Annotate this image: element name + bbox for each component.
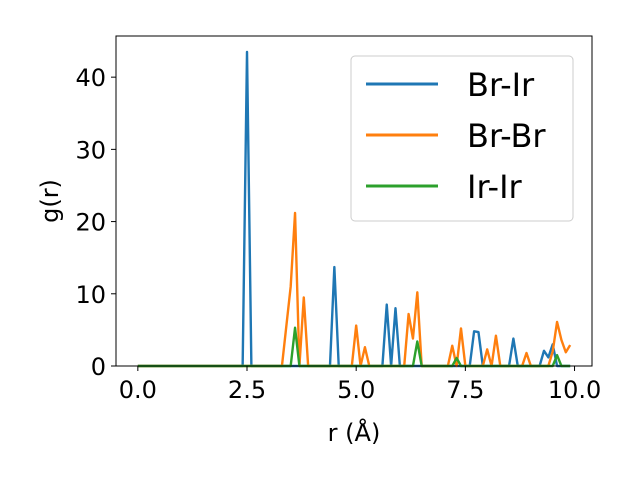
x-tick-label: 7.5 <box>446 376 484 404</box>
legend-box <box>350 55 574 222</box>
x-tick-label: 0.0 <box>119 376 157 404</box>
y-axis-label: g(r) <box>36 179 64 223</box>
y-tick-label: 40 <box>75 64 106 92</box>
series-line-br-br <box>137 211 572 368</box>
y-axis-ticks: 0 10 20 30 40 <box>75 64 116 381</box>
legend-label-br-br: Br-Br <box>467 117 546 155</box>
y-tick-label: 0 <box>91 353 106 381</box>
y-tick-label: 10 <box>75 281 106 309</box>
y-tick-label: 30 <box>75 136 106 164</box>
legend-label-ir-ir: Ir-Ir <box>467 168 523 206</box>
x-tick-label: 5.0 <box>337 376 375 404</box>
x-axis-label: r (Å) <box>328 418 381 447</box>
x-tick-label: 2.5 <box>228 376 266 404</box>
legend: Br-Ir Br-Br Ir-Ir <box>350 55 574 222</box>
x-tick-label: 10.0 <box>548 376 601 404</box>
axes-frame <box>115 35 593 367</box>
y-tick-label: 20 <box>75 209 106 237</box>
x-axis-ticks: 0.0 2.5 5.0 7.5 10.0 <box>119 366 601 404</box>
legend-label-br-ir: Br-Ir <box>467 66 535 104</box>
